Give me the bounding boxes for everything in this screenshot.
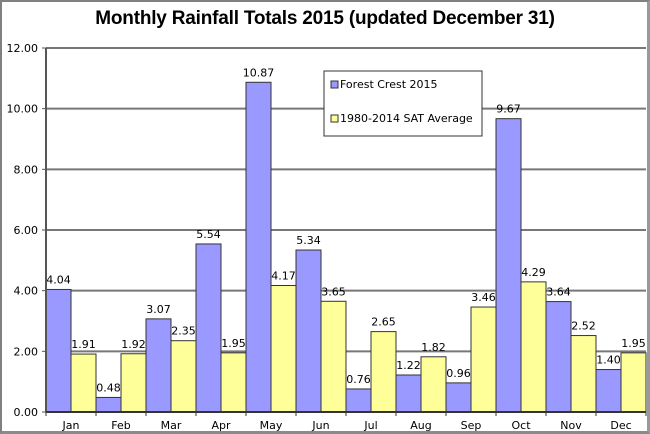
bar-forest-crest — [95, 396, 122, 413]
bar-sat-average — [370, 331, 397, 413]
bar-sat-average — [570, 335, 597, 413]
x-tick-label: Sep — [461, 419, 482, 432]
x-tick-label: May — [260, 419, 283, 432]
bar-forest-crest — [495, 118, 522, 413]
bar-sat-average — [420, 356, 447, 413]
bar-sat-average — [220, 352, 247, 413]
x-tick-label: Mar — [161, 419, 182, 432]
bar-sat-average — [120, 353, 147, 413]
data-label: 0.48 — [96, 381, 121, 394]
bar-forest-crest — [545, 301, 572, 413]
data-label: 3.46 — [471, 291, 496, 304]
data-label: 0.96 — [446, 367, 471, 380]
data-label: 2.65 — [371, 316, 396, 329]
chart-title: Monthly Rainfall Totals 2015 (updated De… — [95, 8, 555, 29]
bar-sat-average — [270, 285, 297, 413]
x-tick-label: Nov — [560, 419, 582, 432]
x-tick-label: Dec — [610, 419, 631, 432]
bar-forest-crest — [395, 374, 422, 413]
bar-forest-crest — [445, 382, 472, 413]
bar-forest-crest — [295, 249, 322, 413]
data-label: 2.35 — [171, 325, 196, 338]
x-tick-label: Jun — [311, 419, 329, 432]
x-tick-label: Oct — [511, 419, 531, 432]
x-tick-label: Feb — [111, 419, 130, 432]
legend-swatch-forest-crest — [330, 80, 339, 89]
bar-sat-average — [620, 352, 647, 413]
data-label: 3.64 — [546, 286, 571, 299]
y-tick-label: 2.00 — [14, 345, 39, 358]
x-tick-label: Jan — [62, 419, 80, 432]
y-axis-ticks: 0.00 2.00 4.00 6.00 8.00 10.00 12.00 — [7, 42, 46, 419]
bar-forest-crest — [145, 318, 172, 413]
data-label: 3.07 — [146, 303, 171, 316]
x-axis-ticks: Jan Feb Mar Apr May Jun Jul Aug Sep Oct Nov Dec — [45, 412, 647, 432]
data-label: 1.40 — [596, 354, 621, 367]
data-label: 4.29 — [521, 266, 546, 279]
bars — [45, 81, 647, 413]
data-label: 1.82 — [421, 341, 446, 354]
x-tick-label: Jul — [363, 419, 377, 432]
data-label: 9.67 — [496, 103, 521, 116]
y-tick-label: 0.00 — [14, 406, 39, 419]
data-label: 10.87 — [243, 66, 275, 79]
bar-forest-crest — [245, 81, 272, 413]
legend-swatch-sat-average — [330, 114, 339, 123]
bar-sat-average — [170, 340, 197, 413]
data-label: 5.54 — [196, 228, 221, 241]
data-label: 1.95 — [221, 337, 246, 350]
data-label: 1.95 — [621, 337, 646, 350]
bar-forest-crest — [345, 388, 372, 413]
data-labels: 4.04 0.48 3.07 5.54 10.87 5.34 0.76 1.22 0.96 9.6… — [46, 66, 646, 394]
x-tick-label: Apr — [211, 419, 231, 432]
y-tick-label: 8.00 — [14, 163, 39, 176]
bar-forest-crest — [595, 369, 622, 413]
data-label: 4.17 — [271, 270, 296, 283]
legend-box — [323, 70, 483, 137]
data-label: 2.52 — [571, 320, 596, 333]
y-tick-label: 10.00 — [7, 103, 39, 116]
y-tick-label: 4.00 — [14, 285, 39, 298]
y-tick-label: 6.00 — [14, 224, 39, 237]
data-label: 3.65 — [321, 285, 346, 298]
bar-sat-average — [520, 281, 547, 413]
bar-forest-crest — [195, 243, 222, 413]
data-label: 4.04 — [46, 273, 71, 286]
legend-label: 1980-2014 SAT Average — [340, 112, 473, 125]
data-label: 1.91 — [71, 338, 96, 351]
data-label: 1.92 — [121, 338, 146, 351]
legend-label: Forest Crest 2015 — [340, 78, 438, 91]
y-tick-label: 12.00 — [7, 42, 39, 55]
data-label: 5.34 — [296, 234, 321, 247]
legend: Forest Crest 2015 1980-2014 SAT Average — [323, 70, 483, 137]
bar-sat-average — [70, 353, 97, 413]
bar-sat-average — [470, 306, 497, 413]
bar-forest-crest — [45, 288, 72, 413]
x-tick-label: Aug — [410, 419, 431, 432]
data-label: 1.22 — [396, 359, 421, 372]
data-label: 0.76 — [346, 373, 371, 386]
bar-sat-average — [320, 300, 347, 413]
